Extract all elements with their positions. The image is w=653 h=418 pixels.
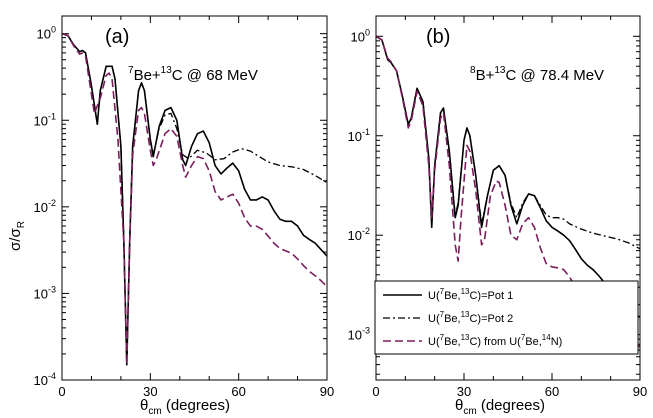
panel-b-x-axis-label: θcm (degrees) bbox=[455, 397, 545, 417]
panel-b-xlabel-sub: cm bbox=[463, 406, 476, 417]
panel-b-xlabel-main: θ bbox=[455, 397, 463, 414]
panel-a-series-from-n14 bbox=[61, 32, 328, 366]
panel-b: 0 30 60 90 100 10-1 10-2 10-3 (b) 8B+13C @ 78.4… bbox=[348, 15, 647, 417]
panel-a: 0 30 60 90 100 10-1 10-2 10-3 10-4 (a) 7Be+13C @… bbox=[34, 15, 334, 417]
panel-a-ticks: 0 30 60 90 100 10-1 10-2 10-3 10-4 bbox=[34, 16, 334, 399]
panel-b-y-tick-label: 10-2 bbox=[348, 226, 370, 243]
panel-a-reaction-mass2: 13 bbox=[161, 65, 173, 76]
panel-a-xlabel-main: θ bbox=[140, 397, 148, 414]
legend-entry-pot2: U(7Be,13C)=Pot 2 bbox=[383, 310, 513, 325]
panel-b-x-tick-label: 60 bbox=[545, 384, 559, 399]
panel-a-x-tick-label: 0 bbox=[58, 384, 65, 399]
panel-a-frame bbox=[61, 15, 328, 381]
panel-a-xlabel-sub: cm bbox=[148, 406, 161, 417]
panel-b-series bbox=[375, 35, 641, 348]
legend-label-from-n14: U(7Be,13C) from U(7Be,14N) bbox=[428, 333, 562, 348]
panel-a-reaction-part2: C @ 68 MeV bbox=[172, 67, 258, 84]
legend: U(7Be,13C)=Pot 1 U(7Be,13C)=Pot 2 U(7Be,… bbox=[374, 280, 639, 355]
panel-a-xlabel-rest: (degrees) bbox=[162, 397, 230, 414]
panel-a-y-tick-label: 10-2 bbox=[34, 198, 56, 215]
panel-b-y-tick-label: 10-1 bbox=[348, 127, 370, 144]
panel-b-reaction-part2: C @ 78.4 MeV bbox=[505, 67, 604, 84]
y-axis-label-main: σ/σ bbox=[7, 228, 24, 251]
legend-label-pot1: U(7Be,13C)=Pot 1 bbox=[428, 287, 513, 302]
panel-a-y-tick-label: 10-4 bbox=[34, 371, 56, 388]
panel-b-x-tick-label: 0 bbox=[372, 384, 379, 399]
panel-a-y-tick-label: 10-1 bbox=[34, 111, 56, 128]
panel-b-y-tick-label: 100 bbox=[351, 27, 370, 44]
panel-b-x-tick-label: 90 bbox=[633, 384, 647, 399]
panel-a-series bbox=[61, 32, 328, 366]
panel-b-reaction: 8B+13C @ 78.4 MeV bbox=[470, 65, 604, 84]
legend-entry-from-n14: U(7Be,13C) from U(7Be,14N) bbox=[383, 333, 562, 348]
panel-b-reaction-part1: B+ bbox=[476, 67, 495, 84]
panel-b-y-tick-label: 10-3 bbox=[348, 326, 370, 343]
panel-a-reaction: 7Be+13C @ 68 MeV bbox=[128, 65, 258, 84]
panel-b-label: (b) bbox=[426, 26, 450, 48]
panel-b-reaction-mass1: 8 bbox=[470, 65, 476, 76]
panel-a-x-axis-label: θcm (degrees) bbox=[140, 397, 230, 417]
panel-a-reaction-part1: Be+ bbox=[134, 67, 161, 84]
panel-a-series-pot2 bbox=[61, 33, 328, 366]
panel-a-y-tick-label: 10-3 bbox=[34, 284, 56, 301]
panel-b-frame bbox=[375, 15, 641, 381]
panel-b-reaction-mass2: 13 bbox=[494, 65, 506, 76]
legend-entry-pot1: U(7Be,13C)=Pot 1 bbox=[383, 287, 513, 302]
legend-box bbox=[374, 280, 639, 355]
panel-a-y-tick-label: 100 bbox=[37, 25, 56, 42]
panel-b-x-tick-label: 30 bbox=[457, 384, 471, 399]
panel-a-x-tick-label: 30 bbox=[143, 384, 157, 399]
legend-label-pot2: U(7Be,13C)=Pot 2 bbox=[428, 310, 513, 325]
panel-b-xlabel-rest: (degrees) bbox=[477, 397, 545, 414]
panel-a-label: (a) bbox=[105, 26, 129, 48]
y-axis-label: σ/σR bbox=[7, 221, 27, 251]
panel-a-x-tick-label: 90 bbox=[320, 384, 334, 399]
y-axis-label-sub: R bbox=[16, 221, 27, 228]
panel-a-x-tick-label: 60 bbox=[231, 384, 245, 399]
panel-a-reaction-mass1: 7 bbox=[128, 65, 134, 76]
